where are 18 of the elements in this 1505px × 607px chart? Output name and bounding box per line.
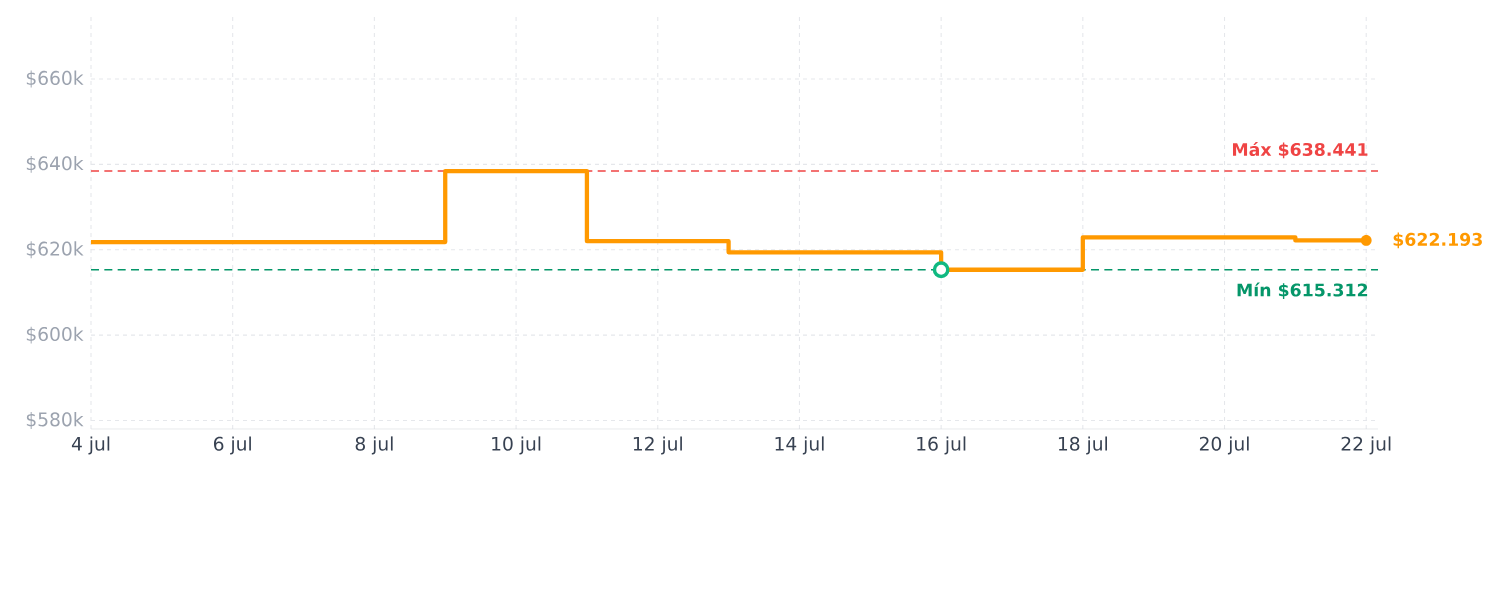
y-tick-label: $600k [26, 326, 84, 344]
ref-line-label: Mín $615.312 [1237, 282, 1368, 299]
x-tick-label: 20 jul [1199, 436, 1249, 455]
x-tick-label: 12 jul [633, 436, 682, 455]
x-tick-label: 6 jul [213, 436, 251, 455]
y-tick-label: $660k [26, 70, 84, 88]
y-tick-label: $620k [26, 241, 84, 259]
x-tick-label: 8 jul [355, 436, 393, 455]
annotation: $622.193 [1393, 232, 1482, 249]
ref-line-label: Máx $638.441 [1233, 141, 1368, 159]
x-tick-label: 14 jul [775, 436, 824, 455]
y-tick-label: $580k [26, 412, 84, 429]
x-tick-label: 16 jul [917, 436, 966, 455]
x-tick-label: 22 jul [1341, 436, 1391, 455]
x-tick-label: 4 jul [71, 436, 110, 455]
y-tick-label: $640k [26, 155, 84, 173]
x-tick-label: 18 jul [1058, 436, 1107, 455]
x-tick-label: 10 jul [492, 436, 541, 455]
